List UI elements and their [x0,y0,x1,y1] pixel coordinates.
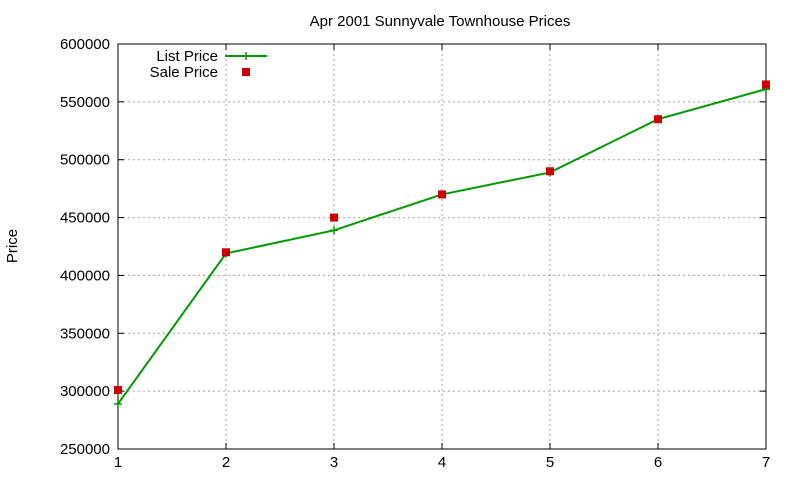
sale-price-point [330,213,338,222]
y-tick-label: 350000 [60,325,110,342]
x-tick-label: 1 [114,454,122,471]
sale-price-point [438,190,446,199]
sale-price-point [114,385,122,394]
legend-label: Sale Price [150,64,218,81]
x-tick-label: 2 [222,454,230,471]
sale-price-point [654,115,662,124]
chart-title: Apr 2001 Sunnyvale Townhouse Prices [310,13,571,30]
list-price-point [114,399,122,408]
x-tick-label: 3 [330,454,338,471]
y-axis-label: Price [4,229,21,263]
list-price-line [117,88,767,405]
y-tick-label: 250000 [60,441,110,458]
y-tick-label: 450000 [60,210,110,227]
y-tick-label: 400000 [60,267,110,284]
sale-price-point [546,167,554,176]
y-tick-label: 300000 [60,383,110,400]
x-tick-label: 5 [546,454,554,471]
sale-price-point [222,248,230,257]
x-tick-label: 4 [438,454,446,471]
y-tick-label: 600000 [60,36,110,53]
legend-label: List Price [156,48,218,65]
y-tick-label: 550000 [60,94,110,111]
x-tick-label: 7 [762,454,770,471]
axis-ticks: 250000 300000 350000 400000 450000 500000 5500… [60,36,770,471]
legend-swatch-marker [242,52,250,60]
y-tick-label: 500000 [60,152,110,169]
sale-price-point [762,80,770,89]
grid-lines [118,44,766,449]
series-layer [114,80,770,408]
legend-swatch-marker [242,68,250,76]
list-price-point [330,226,338,235]
x-tick-label: 6 [654,454,662,471]
